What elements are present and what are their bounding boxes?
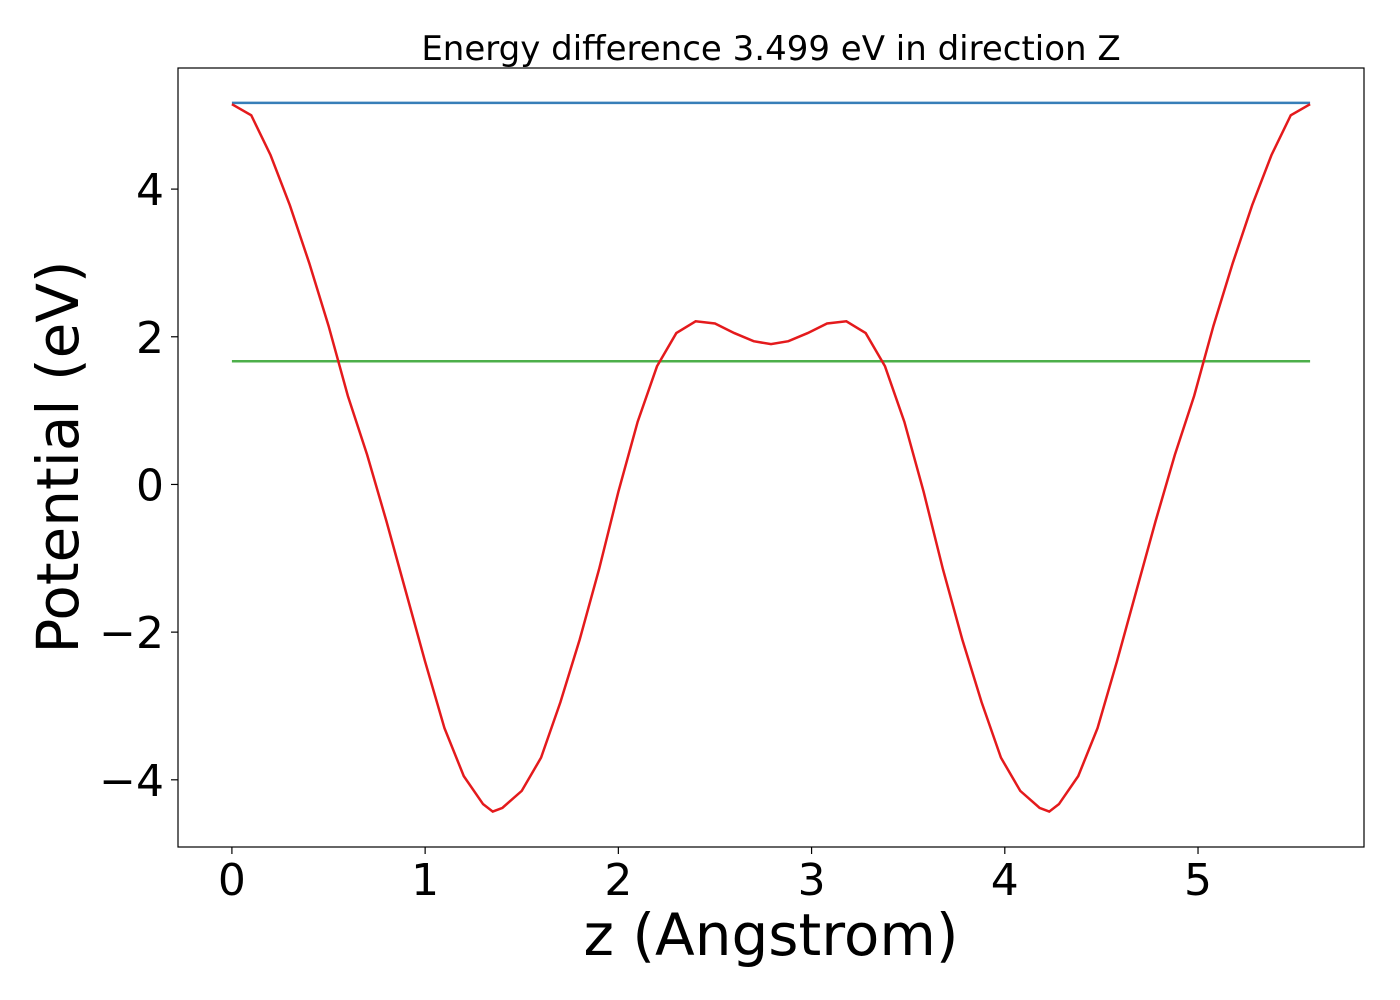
plot-frame bbox=[177, 67, 1365, 848]
y-tick-label: 4 bbox=[136, 165, 164, 216]
y-tick-label: −4 bbox=[99, 756, 164, 807]
x-tick-label: 2 bbox=[604, 855, 632, 906]
x-tick-label: 4 bbox=[991, 855, 1019, 906]
y-tick-label: −2 bbox=[99, 608, 164, 659]
x-tick-label: 3 bbox=[798, 855, 826, 906]
x-tick-label: 1 bbox=[411, 855, 439, 906]
x-tick-label: 5 bbox=[1184, 855, 1212, 906]
data-line bbox=[231, 103, 1311, 813]
x-axis-label: z (Angstrom) bbox=[584, 901, 959, 969]
y-tick-label: 0 bbox=[136, 460, 164, 511]
x-tick-label: 0 bbox=[218, 855, 246, 906]
y-axis-label: Potential (eV) bbox=[24, 260, 92, 653]
y-tick-label: 2 bbox=[136, 313, 164, 364]
chart-title: Energy difference 3.499 eV in direction … bbox=[421, 29, 1120, 69]
